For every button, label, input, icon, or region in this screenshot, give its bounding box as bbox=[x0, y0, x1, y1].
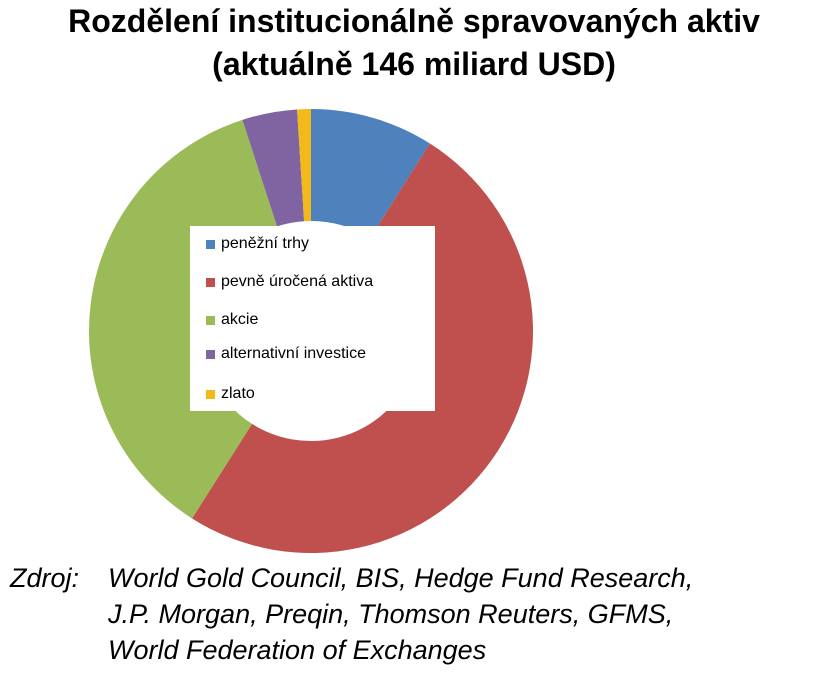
legend-swatch-gold bbox=[206, 389, 215, 399]
legend-item-money-markets: peněžní trhy bbox=[206, 234, 309, 254]
legend-item-gold: zlato bbox=[206, 384, 255, 404]
slice-fixed-income bbox=[192, 143, 533, 553]
legend-item-fixed-income: pevně úročená aktiva bbox=[206, 272, 373, 292]
legend-label-alternative-investments: alternativní investice bbox=[221, 345, 366, 362]
source-label: Zdroj: bbox=[10, 563, 80, 593]
legend-swatch-fixed-income bbox=[206, 277, 215, 287]
chart-title-line-2: (aktuálně 146 miliard USD) bbox=[212, 46, 616, 82]
slice-money-markets bbox=[311, 109, 430, 239]
legend-label-fixed-income: pevně úročená aktiva bbox=[221, 273, 374, 290]
legend-swatch-alternative-investments bbox=[206, 349, 215, 359]
legend-label-money-markets: peněžní trhy bbox=[221, 235, 310, 252]
slice-equities bbox=[89, 119, 278, 519]
source-line-2: J.P. Morgan, Preqin, Thomson Reuters, GF… bbox=[108, 599, 674, 629]
source-line-3: World Federation of Exchanges bbox=[108, 635, 487, 665]
legend-label-gold: zlato bbox=[221, 385, 255, 402]
legend-swatch-money-markets bbox=[206, 239, 215, 249]
legend: peněžní trhy pevně úročená aktiva akcie … bbox=[190, 226, 435, 411]
legend-item-equities: akcie bbox=[206, 310, 258, 330]
legend-swatch-equities bbox=[206, 315, 215, 325]
legend-item-alternative-investments: alternativní investice bbox=[206, 344, 366, 364]
chart-title-line-1: Rozdělení institucionálně spravovaných a… bbox=[68, 3, 760, 39]
source-line-1: World Gold Council, BIS, Hedge Fund Rese… bbox=[108, 563, 694, 593]
legend-label-equities: akcie bbox=[221, 311, 259, 328]
slice-gold bbox=[297, 109, 311, 222]
slice-alternative-investments bbox=[242, 109, 305, 227]
